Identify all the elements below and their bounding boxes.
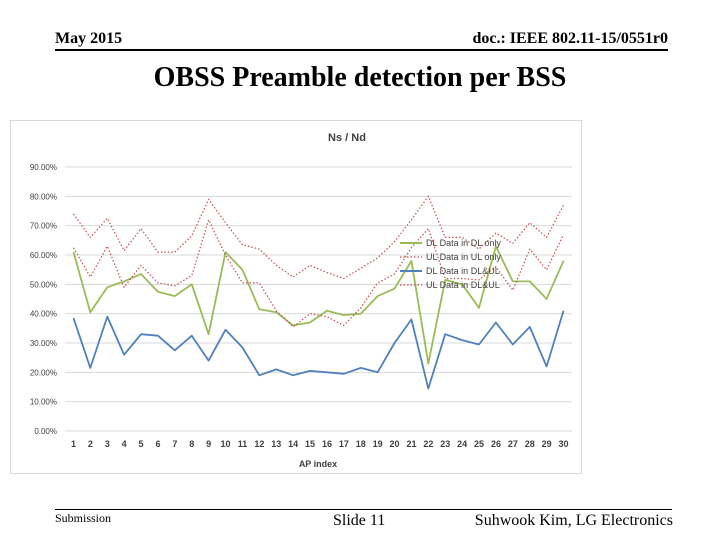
x-tick-label: 7	[172, 439, 177, 449]
x-tick-label: 19	[373, 439, 383, 449]
x-tick-label: 25	[474, 439, 484, 449]
x-tick-label: 5	[139, 439, 144, 449]
x-tick-label: 10	[221, 439, 231, 449]
footer-author: Suhwook Kim, LG Electronics	[474, 512, 673, 529]
chart-legend: DL Data in DL only UL Data in UL only DL D…	[400, 238, 501, 290]
legend-label: DL Data in DL&UL	[426, 266, 500, 276]
y-tick-label: 20.00%	[30, 368, 57, 377]
x-axis-label: AP index	[299, 459, 337, 469]
x-tick-label: 27	[508, 439, 518, 449]
x-tick-label: 4	[122, 439, 127, 449]
x-tick-label: 18	[356, 439, 366, 449]
chart-container: Ns / Nd 0.00% 10.00% 20.00% 30.00% 40.00% 50.…	[10, 120, 582, 474]
x-tick-label: 1	[71, 439, 76, 449]
x-tick-label: 17	[339, 439, 349, 449]
legend-label: UL Data in UL only	[426, 252, 501, 262]
x-tick-label: 21	[406, 439, 416, 449]
x-tick-label: 20	[390, 439, 400, 449]
series-line	[72, 219, 565, 328]
series-line	[72, 245, 565, 365]
series-line	[72, 310, 565, 390]
y-tick-label: 10.00%	[30, 398, 57, 407]
x-tick-label: 2	[88, 439, 93, 449]
y-tick-label: 90.00%	[30, 163, 57, 172]
y-axis-ticks: 0.00% 10.00% 20.00% 30.00% 40.00% 50.00% 60.00…	[30, 163, 57, 436]
x-tick-label: 9	[206, 439, 211, 449]
header-doc-id: doc.: IEEE 802.11-15/0551r0	[472, 30, 668, 47]
x-tick-label: 14	[288, 439, 298, 449]
x-tick-label: 3	[105, 439, 110, 449]
header-date: May 2015	[55, 30, 123, 47]
y-tick-label: 70.00%	[30, 222, 57, 231]
header-rule	[55, 49, 668, 51]
x-tick-label: 24	[457, 439, 467, 449]
chart-gridlines	[65, 166, 572, 432]
y-tick-label: 40.00%	[30, 310, 57, 319]
x-tick-label: 22	[423, 439, 433, 449]
footer-submission: Submission	[55, 511, 112, 525]
y-tick-label: 30.00%	[30, 339, 57, 348]
x-axis-ticks: 1 2 3 4 5 6 7 8 9 10 11 12 13 14 15 16 17 18 19 20 21 22 23 24 2…	[71, 439, 569, 449]
footer-slide-number: Slide 11	[333, 512, 386, 529]
x-tick-label: 16	[322, 439, 332, 449]
y-tick-label: 80.00%	[30, 192, 57, 201]
x-tick-label: 26	[491, 439, 501, 449]
y-tick-label: 0.00%	[34, 427, 57, 436]
x-tick-label: 29	[542, 439, 552, 449]
x-tick-label: 15	[305, 439, 315, 449]
x-tick-label: 23	[440, 439, 450, 449]
y-tick-label: 50.00%	[30, 280, 57, 289]
chart-title: Ns / Nd	[328, 132, 366, 144]
slide-title: OBSS Preamble detection per BSS	[153, 62, 567, 93]
x-tick-label: 11	[238, 439, 248, 449]
x-tick-label: 8	[189, 439, 194, 449]
line-chart: Ns / Nd 0.00%10.00%20.00%30.00%40.00%50.…	[10, 120, 582, 474]
x-tick-label: 12	[254, 439, 264, 449]
x-tick-label: 13	[271, 439, 281, 449]
legend-label: UL Data in DL&UL	[426, 280, 500, 290]
chart-frame	[10, 120, 582, 474]
x-tick-label: 6	[155, 439, 160, 449]
x-tick-label: 28	[525, 439, 535, 449]
chart-series	[72, 195, 565, 390]
series-line	[73, 195, 565, 280]
x-tick-label: 30	[559, 439, 569, 449]
y-tick-label: 60.00%	[30, 251, 57, 260]
legend-label: DL Data in DL only	[426, 238, 501, 248]
footer-rule	[55, 509, 672, 510]
